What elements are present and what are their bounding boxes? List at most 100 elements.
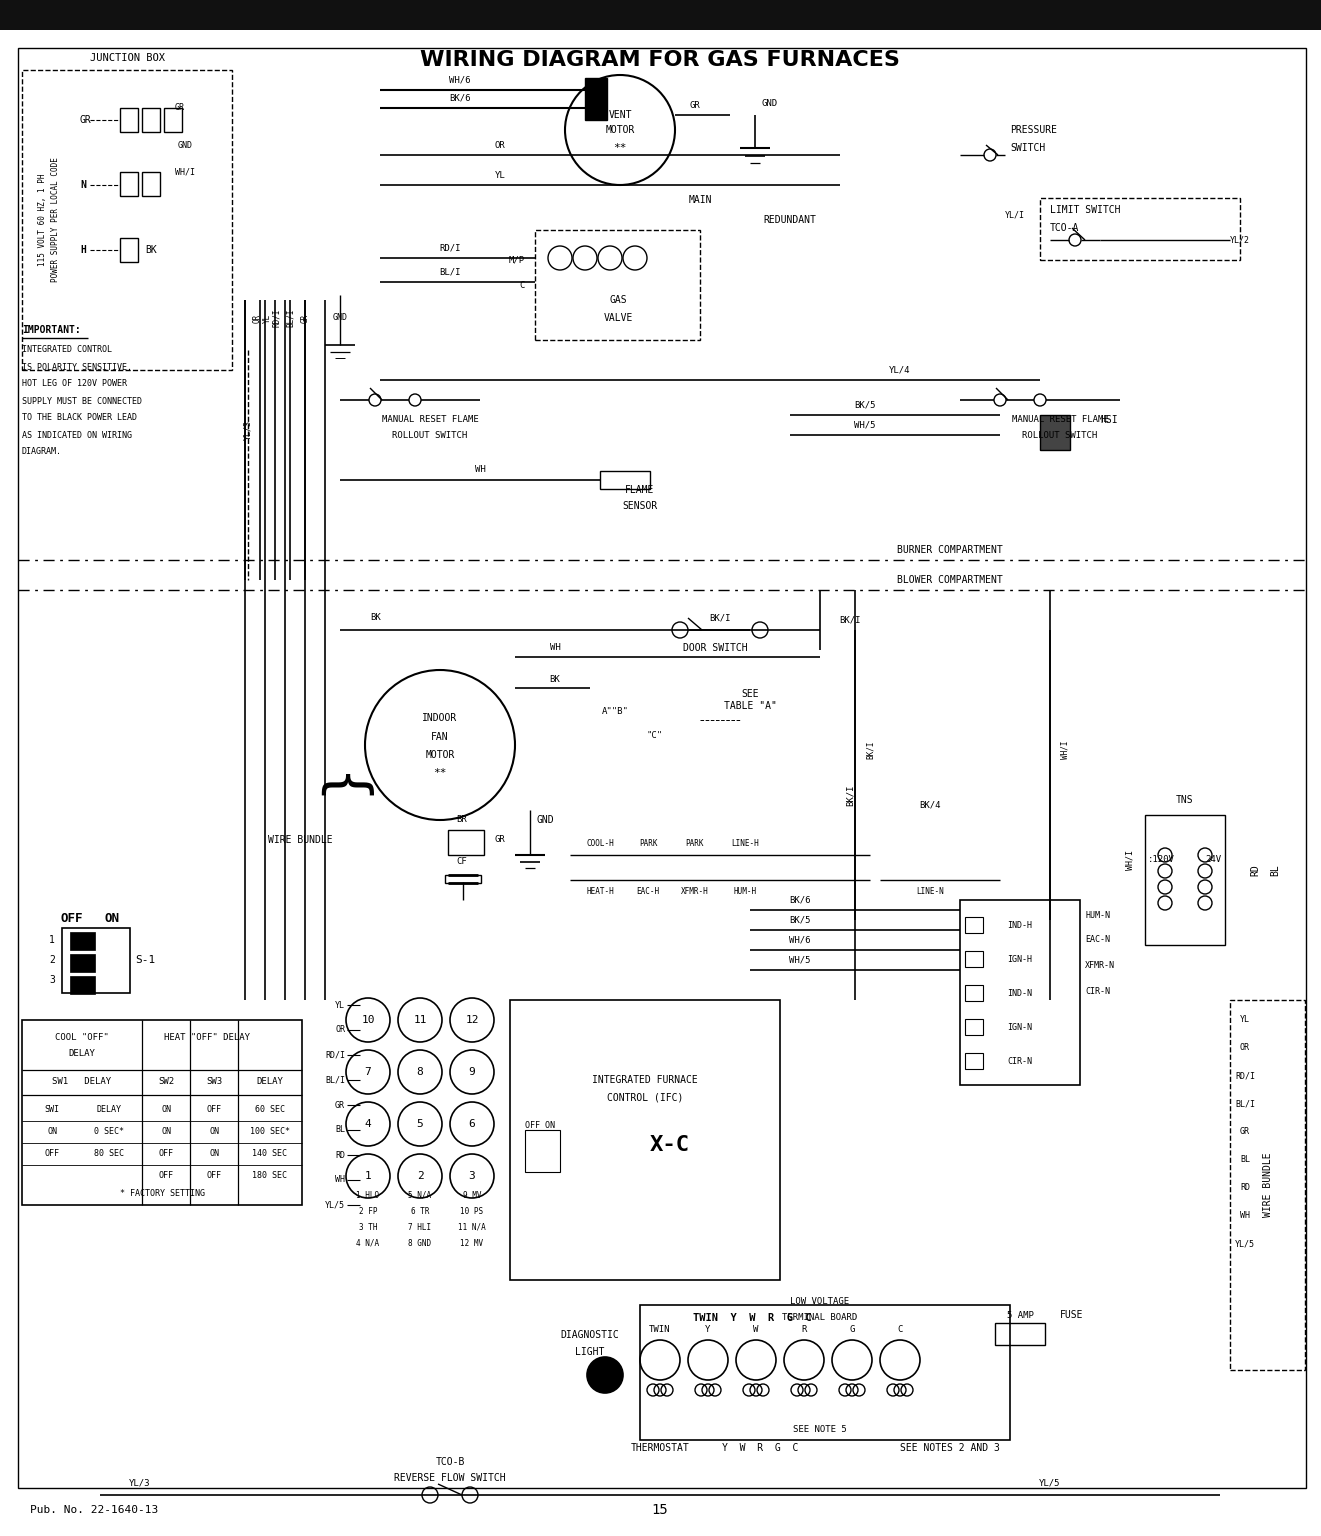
Text: SEE NOTES 2 AND 3: SEE NOTES 2 AND 3 — [900, 1442, 1000, 1453]
Bar — [70, 975, 95, 994]
Text: OFF: OFF — [206, 1106, 222, 1115]
Text: FUSE: FUSE — [1059, 1310, 1083, 1319]
Text: XFMR-N: XFMR-N — [1085, 960, 1115, 969]
Text: AS INDICATED ON WIRING: AS INDICATED ON WIRING — [22, 430, 132, 439]
Text: 11 N/A: 11 N/A — [458, 1223, 486, 1232]
Text: 8: 8 — [416, 1068, 423, 1077]
Bar — [445, 876, 481, 883]
Text: WH/5: WH/5 — [789, 955, 811, 965]
Text: PARK: PARK — [686, 839, 704, 848]
Text: X-C: X-C — [650, 1135, 690, 1155]
Text: SW2: SW2 — [159, 1077, 174, 1086]
Text: 5 N/A: 5 N/A — [408, 1190, 432, 1200]
Text: BK/I: BK/I — [865, 740, 875, 759]
Text: Y  W  R  G  C: Y W R G C — [721, 1442, 798, 1453]
Text: 1 HLO: 1 HLO — [357, 1190, 379, 1200]
Text: RD: RD — [336, 1150, 345, 1160]
Text: HOT LEG OF 120V POWER: HOT LEG OF 120V POWER — [22, 379, 127, 389]
Bar — [448, 829, 483, 856]
Text: 2 FP: 2 FP — [359, 1206, 378, 1215]
Text: RD/I: RD/I — [272, 309, 281, 327]
Text: BL/I: BL/I — [440, 267, 461, 276]
Text: REVERSE FLOW SWITCH: REVERSE FLOW SWITCH — [394, 1473, 506, 1482]
Text: WH/I: WH/I — [174, 167, 196, 177]
Text: WH/6: WH/6 — [789, 935, 811, 945]
Text: INDOOR: INDOOR — [423, 713, 457, 723]
Text: 3: 3 — [49, 975, 55, 985]
Text: BL: BL — [1269, 865, 1280, 876]
Bar — [120, 108, 137, 132]
Text: GR: GR — [174, 103, 185, 112]
Text: OFF: OFF — [159, 1149, 173, 1158]
Text: GND: GND — [333, 313, 347, 323]
Text: DIAGRAM.: DIAGRAM. — [22, 447, 62, 456]
Text: LOW VOLTAGE: LOW VOLTAGE — [790, 1298, 849, 1307]
Text: RD/I: RD/I — [440, 244, 461, 252]
Text: EAC-N: EAC-N — [1085, 935, 1110, 945]
Text: GR: GR — [300, 313, 309, 323]
Text: LINE-H: LINE-H — [731, 839, 758, 848]
Text: YL/3: YL/3 — [243, 419, 252, 439]
Text: YL: YL — [1240, 1015, 1250, 1025]
Text: WH/6: WH/6 — [449, 75, 470, 84]
Text: 80 SEC: 80 SEC — [94, 1149, 124, 1158]
Text: 10: 10 — [361, 1015, 375, 1025]
Text: **: ** — [613, 143, 626, 154]
Text: THERMOSTAT: THERMOSTAT — [630, 1442, 690, 1453]
Text: INTEGRATED FURNACE: INTEGRATED FURNACE — [592, 1075, 697, 1084]
Text: CIR-N: CIR-N — [1008, 1057, 1033, 1066]
Circle shape — [450, 1101, 494, 1146]
Text: 5 AMP: 5 AMP — [1007, 1310, 1033, 1319]
Text: 180 SEC: 180 SEC — [252, 1172, 288, 1181]
Text: TWIN: TWIN — [649, 1326, 671, 1335]
Text: * FACTORY SETTING: * FACTORY SETTING — [119, 1189, 205, 1198]
Text: TERMINAL BOARD: TERMINAL BOARD — [782, 1313, 857, 1322]
Text: PRESSURE: PRESSURE — [1011, 124, 1057, 135]
Text: SWITCH: SWITCH — [1011, 143, 1045, 154]
Text: 6: 6 — [469, 1120, 476, 1129]
Text: OR: OR — [1240, 1043, 1250, 1052]
Text: BK: BK — [370, 613, 380, 622]
Text: BK: BK — [145, 246, 157, 255]
Text: DELAY: DELAY — [96, 1106, 122, 1115]
Text: W: W — [753, 1326, 758, 1335]
Text: SWI: SWI — [45, 1106, 59, 1115]
Text: 1: 1 — [365, 1170, 371, 1181]
Bar — [22, 1020, 303, 1206]
Text: 60 SEC: 60 SEC — [255, 1106, 285, 1115]
Text: 140 SEC: 140 SEC — [252, 1149, 288, 1158]
Text: WIRE BUNDLE: WIRE BUNDLE — [268, 836, 333, 845]
Text: IGN-N: IGN-N — [1008, 1023, 1033, 1032]
Text: :120V: :120V — [1148, 856, 1174, 865]
Text: 9: 9 — [469, 1068, 476, 1077]
Text: LINE-N: LINE-N — [917, 888, 945, 897]
Text: SEE
TABLE "A": SEE TABLE "A" — [724, 690, 777, 711]
Text: WH: WH — [1240, 1212, 1250, 1221]
Text: RD: RD — [1240, 1184, 1250, 1192]
Bar — [164, 108, 182, 132]
Circle shape — [346, 1051, 390, 1094]
Text: DIAGNOSTIC: DIAGNOSTIC — [560, 1330, 620, 1339]
Text: JUNCTION BOX: JUNCTION BOX — [90, 54, 165, 63]
Text: HSI: HSI — [1100, 415, 1118, 425]
Text: {: { — [313, 773, 367, 806]
Text: C: C — [897, 1326, 902, 1335]
Text: HUM-N: HUM-N — [1085, 911, 1110, 920]
Text: WH: WH — [336, 1175, 345, 1184]
Text: H: H — [81, 246, 86, 255]
Text: ROLLOUT SWITCH: ROLLOUT SWITCH — [392, 430, 468, 439]
Text: BL: BL — [336, 1126, 345, 1135]
Text: 12 MV: 12 MV — [461, 1238, 483, 1247]
Bar — [524, 1130, 560, 1172]
Circle shape — [398, 1101, 443, 1146]
Text: BK/6: BK/6 — [789, 895, 811, 905]
Text: RD: RD — [1250, 865, 1260, 876]
Text: VENT: VENT — [608, 111, 631, 120]
Text: REDUNDANT: REDUNDANT — [764, 215, 816, 224]
Circle shape — [346, 1154, 390, 1198]
Text: OFF: OFF — [61, 911, 83, 925]
Text: DELAY: DELAY — [69, 1049, 95, 1057]
Text: HEAT-H: HEAT-H — [587, 888, 614, 897]
Text: XFMR-H: XFMR-H — [682, 888, 709, 897]
Text: YL/5: YL/5 — [1040, 1479, 1061, 1487]
